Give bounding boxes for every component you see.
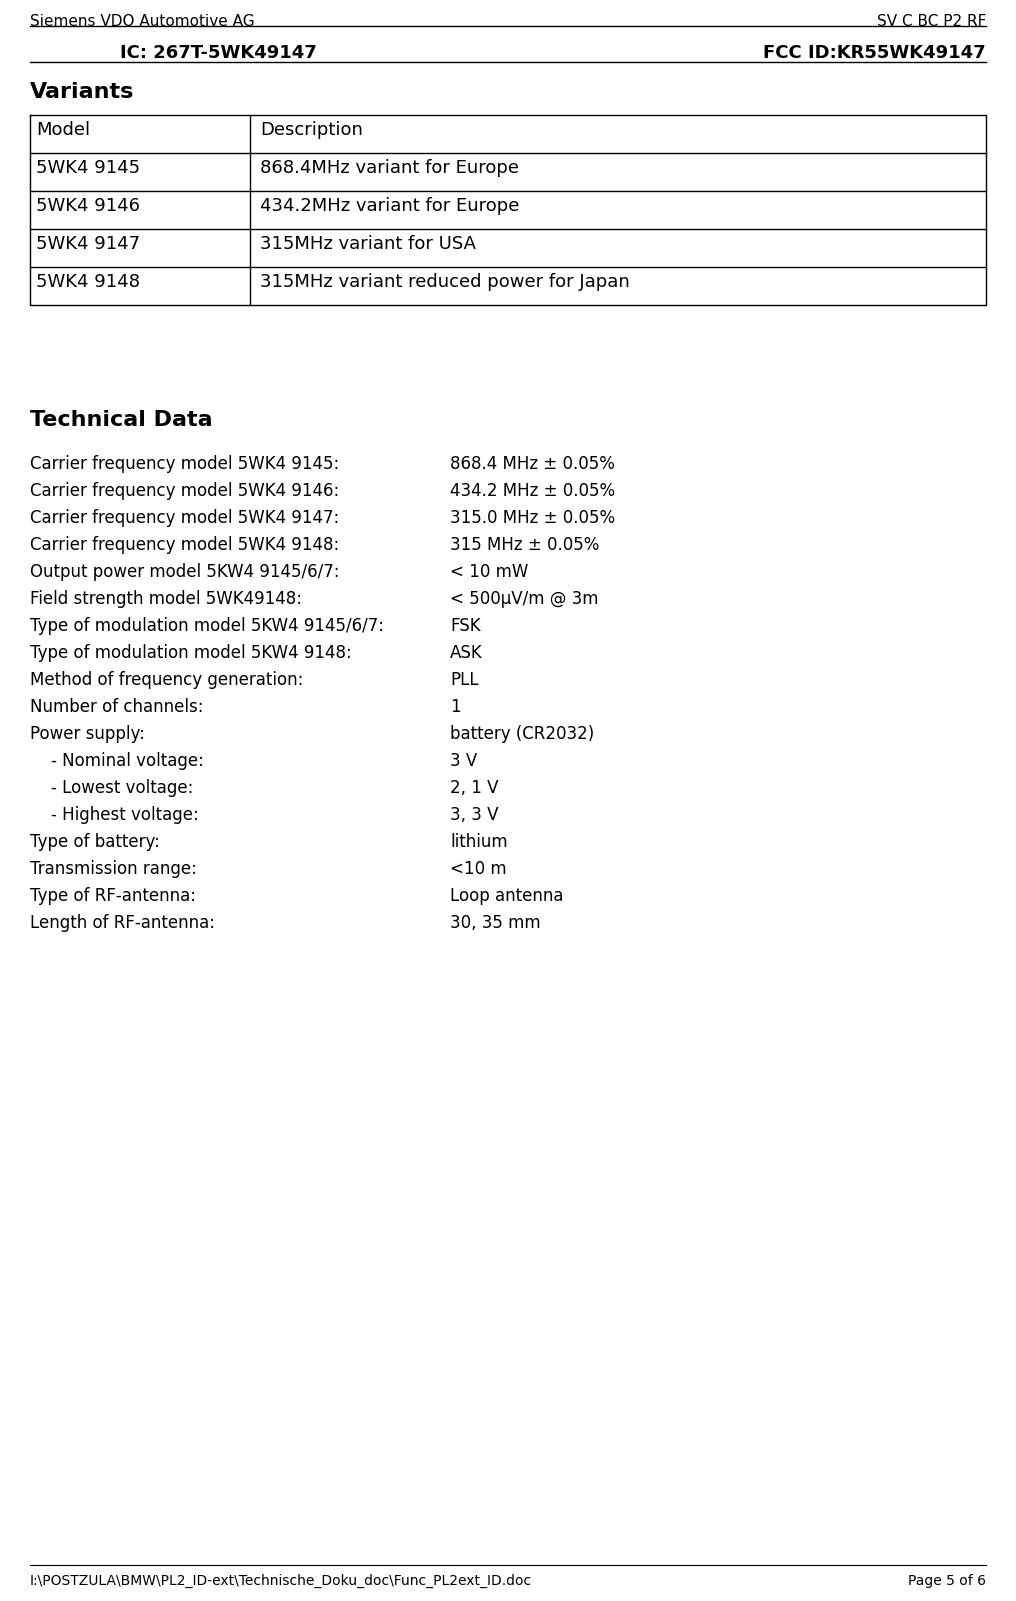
Text: Loop antenna: Loop antenna xyxy=(450,887,564,905)
Text: Carrier frequency model 5WK4 9148:: Carrier frequency model 5WK4 9148: xyxy=(30,536,339,554)
Text: 315MHz variant reduced power for Japan: 315MHz variant reduced power for Japan xyxy=(260,274,630,291)
Text: Technical Data: Technical Data xyxy=(30,410,212,431)
Text: IC: 267T-5WK49147: IC: 267T-5WK49147 xyxy=(120,43,317,62)
Text: Carrier frequency model 5WK4 9145:: Carrier frequency model 5WK4 9145: xyxy=(30,455,339,472)
Text: Output power model 5KW4 9145/6/7:: Output power model 5KW4 9145/6/7: xyxy=(30,564,339,581)
Text: Model: Model xyxy=(36,122,90,139)
Text: 868.4MHz variant for Europe: 868.4MHz variant for Europe xyxy=(260,158,519,178)
Text: ASK: ASK xyxy=(450,644,483,661)
Text: Siemens VDO Automotive AG: Siemens VDO Automotive AG xyxy=(30,14,255,29)
Text: 315MHz variant for USA: 315MHz variant for USA xyxy=(260,235,477,253)
Text: Transmission range:: Transmission range: xyxy=(30,860,197,877)
Text: 30, 35 mm: 30, 35 mm xyxy=(450,914,541,932)
Text: - Highest voltage:: - Highest voltage: xyxy=(30,805,199,825)
Text: 1: 1 xyxy=(450,698,460,716)
Text: 5WK4 9148: 5WK4 9148 xyxy=(36,274,140,291)
Text: Variants: Variants xyxy=(30,82,134,102)
Text: 5WK4 9147: 5WK4 9147 xyxy=(36,235,140,253)
Text: FCC ID:KR55WK49147: FCC ID:KR55WK49147 xyxy=(763,43,986,62)
Text: Field strength model 5WK49148:: Field strength model 5WK49148: xyxy=(30,591,302,608)
Text: Length of RF-antenna:: Length of RF-antenna: xyxy=(30,914,215,932)
Text: - Lowest voltage:: - Lowest voltage: xyxy=(30,780,193,797)
Text: 2, 1 V: 2, 1 V xyxy=(450,780,499,797)
Text: Carrier frequency model 5WK4 9146:: Carrier frequency model 5WK4 9146: xyxy=(30,482,339,500)
Text: Type of modulation model 5KW4 9148:: Type of modulation model 5KW4 9148: xyxy=(30,644,352,661)
Text: I:\POSTZULA\BMW\PL2_ID-ext\Technische_Doku_doc\Func_PL2ext_ID.doc: I:\POSTZULA\BMW\PL2_ID-ext\Technische_Do… xyxy=(30,1574,532,1588)
Text: 868.4 MHz ± 0.05%: 868.4 MHz ± 0.05% xyxy=(450,455,615,472)
Text: 5WK4 9145: 5WK4 9145 xyxy=(36,158,140,178)
Text: 315.0 MHz ± 0.05%: 315.0 MHz ± 0.05% xyxy=(450,509,615,527)
Text: Description: Description xyxy=(260,122,363,139)
Text: 315 MHz ± 0.05%: 315 MHz ± 0.05% xyxy=(450,536,599,554)
Text: Page 5 of 6: Page 5 of 6 xyxy=(908,1574,986,1588)
Text: < 10 mW: < 10 mW xyxy=(450,564,528,581)
Text: Type of modulation model 5KW4 9145/6/7:: Type of modulation model 5KW4 9145/6/7: xyxy=(30,616,384,636)
Text: - Nominal voltage:: - Nominal voltage: xyxy=(30,752,204,770)
Text: PLL: PLL xyxy=(450,671,479,688)
Text: SV C BC P2 RF: SV C BC P2 RF xyxy=(877,14,986,29)
Text: 3 V: 3 V xyxy=(450,752,478,770)
Text: < 500μV/m @ 3m: < 500μV/m @ 3m xyxy=(450,591,598,608)
Text: Type of battery:: Type of battery: xyxy=(30,833,160,852)
Text: Power supply:: Power supply: xyxy=(30,725,145,743)
Text: lithium: lithium xyxy=(450,833,508,852)
Text: Carrier frequency model 5WK4 9147:: Carrier frequency model 5WK4 9147: xyxy=(30,509,339,527)
Text: <10 m: <10 m xyxy=(450,860,507,877)
Text: 5WK4 9146: 5WK4 9146 xyxy=(36,197,140,215)
Text: 3, 3 V: 3, 3 V xyxy=(450,805,499,825)
Text: Method of frequency generation:: Method of frequency generation: xyxy=(30,671,304,688)
Text: 434.2 MHz ± 0.05%: 434.2 MHz ± 0.05% xyxy=(450,482,615,500)
Text: battery (CR2032): battery (CR2032) xyxy=(450,725,594,743)
Text: FSK: FSK xyxy=(450,616,481,636)
Text: Number of channels:: Number of channels: xyxy=(30,698,203,716)
Text: Type of RF-antenna:: Type of RF-antenna: xyxy=(30,887,196,905)
Text: 434.2MHz variant for Europe: 434.2MHz variant for Europe xyxy=(260,197,519,215)
